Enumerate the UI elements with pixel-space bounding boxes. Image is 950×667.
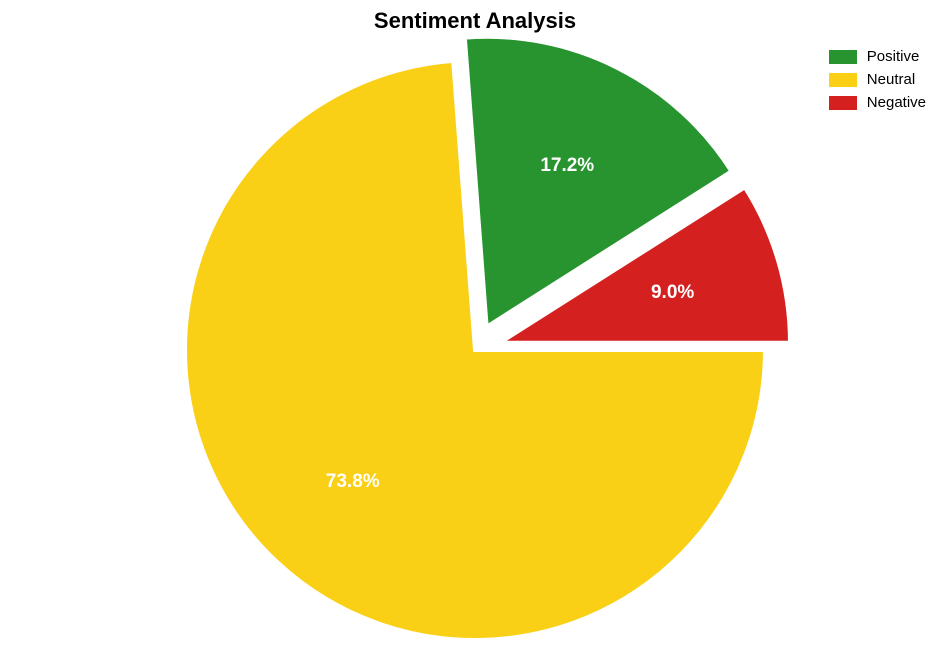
legend-swatch xyxy=(829,96,857,110)
legend-item: Negative xyxy=(829,94,926,111)
pie-svg xyxy=(0,0,950,662)
pie-chart xyxy=(0,0,950,667)
slice-label: 17.2% xyxy=(540,155,594,177)
legend-label: Positive xyxy=(867,48,920,65)
legend-swatch xyxy=(829,50,857,64)
slice-label: 9.0% xyxy=(651,282,694,304)
slice-label: 73.8% xyxy=(326,471,380,493)
legend: Positive Neutral Negative xyxy=(829,48,926,117)
legend-item: Neutral xyxy=(829,71,926,88)
legend-swatch xyxy=(829,73,857,87)
legend-item: Positive xyxy=(829,48,926,65)
legend-label: Negative xyxy=(867,94,926,111)
legend-label: Neutral xyxy=(867,71,915,88)
